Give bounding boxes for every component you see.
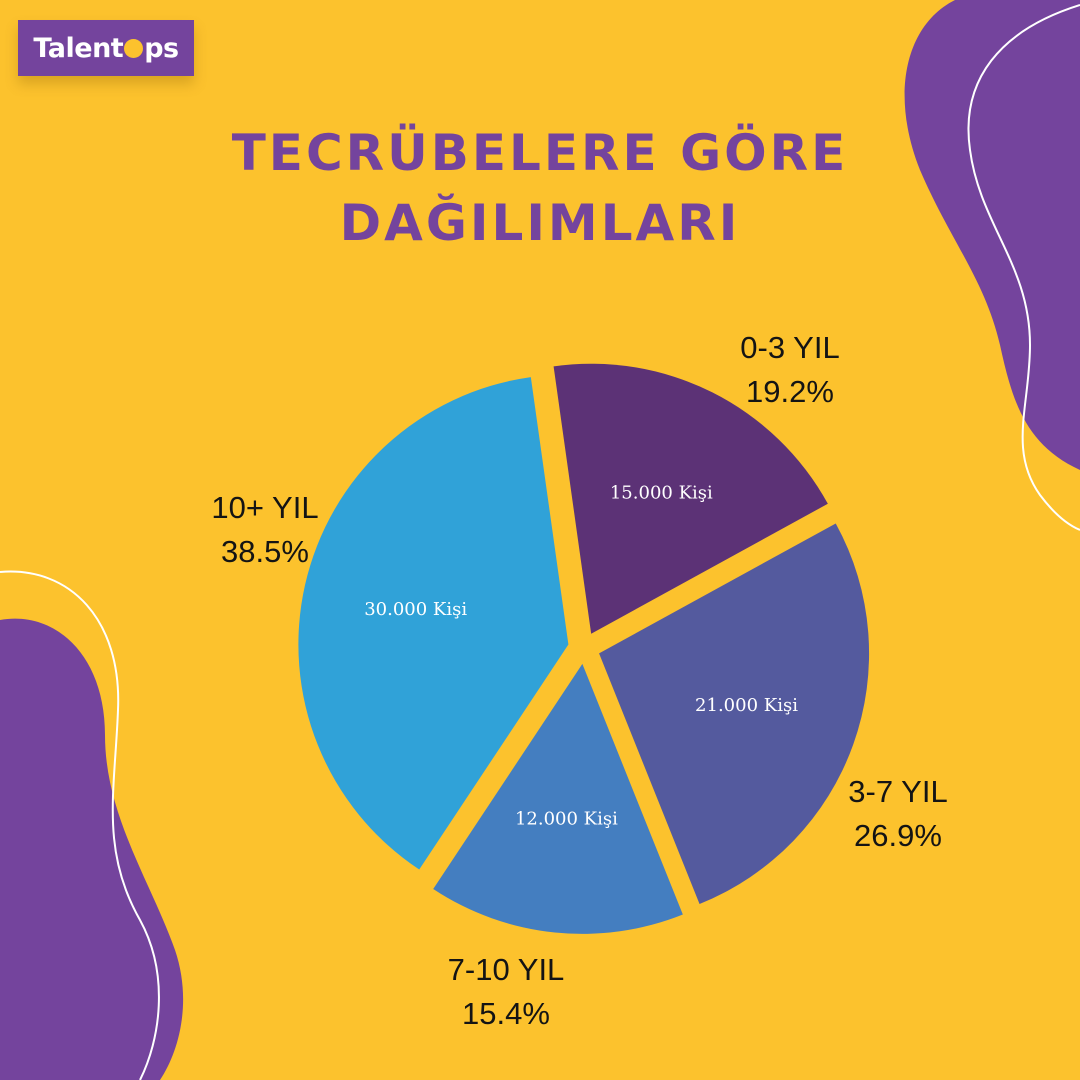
slice-value-label-1: 21.000 Kişi (695, 695, 798, 716)
talentops-logo: Talent ps (18, 20, 194, 76)
slice-percent-label: 26.9% (854, 818, 942, 853)
pie-slice-1 (599, 523, 870, 905)
chart-title: TECRÜBELERE GÖRE DAĞILIMLARI (140, 118, 940, 258)
top-right-line (967, 4, 1080, 531)
slice-category-label: 10+ YIL (211, 490, 319, 525)
pie-slice-0 (553, 363, 828, 634)
pie-slice-2 (433, 663, 683, 934)
slice-label-7-10: 7-10 YIL 15.4% (406, 948, 606, 1036)
slice-category-label: 7-10 YIL (447, 952, 565, 987)
slice-category-label: 3-7 YIL (848, 774, 948, 809)
slice-label-0-3: 0-3 YIL 19.2% (690, 326, 890, 414)
bottom-left-line (0, 570, 160, 1080)
slice-value-label-3: 30.000 Kişi (364, 599, 467, 620)
slice-label-10-plus: 10+ YIL 38.5% (165, 486, 365, 574)
top-right-blob (904, 0, 1080, 470)
pie-slice-3 (298, 377, 569, 870)
title-line-1: TECRÜBELERE GÖRE (231, 124, 849, 182)
slice-value-label-2: 12.000 Kişi (515, 809, 618, 830)
logo-o-dot-icon (124, 38, 144, 58)
title-line-2: DAĞILIMLARI (339, 194, 741, 252)
slice-percent-label: 38.5% (221, 534, 309, 569)
logo-wordmark: Talent ps (33, 32, 179, 64)
bottom-left-blob (0, 618, 184, 1080)
slice-category-label: 0-3 YIL (740, 330, 840, 365)
slice-label-3-7: 3-7 YIL 26.9% (798, 770, 998, 858)
slice-value-label-0: 15.000 Kişi (610, 483, 713, 504)
slice-percent-label: 19.2% (746, 374, 834, 409)
slice-percent-label: 15.4% (462, 996, 550, 1031)
